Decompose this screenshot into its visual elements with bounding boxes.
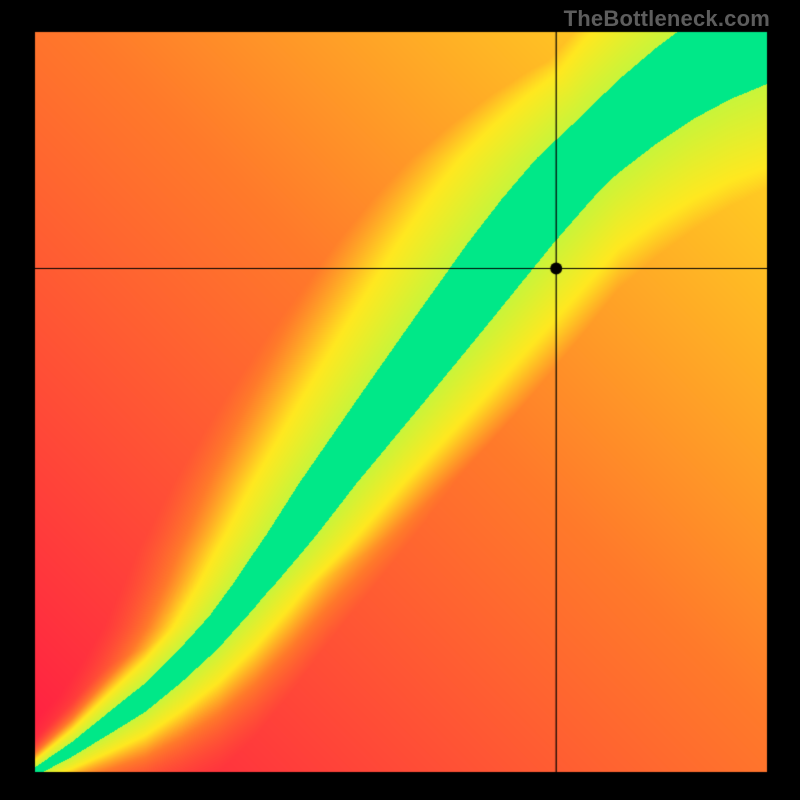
bottleneck-heatmap xyxy=(0,0,800,800)
watermark-text: TheBottleneck.com xyxy=(564,6,770,32)
